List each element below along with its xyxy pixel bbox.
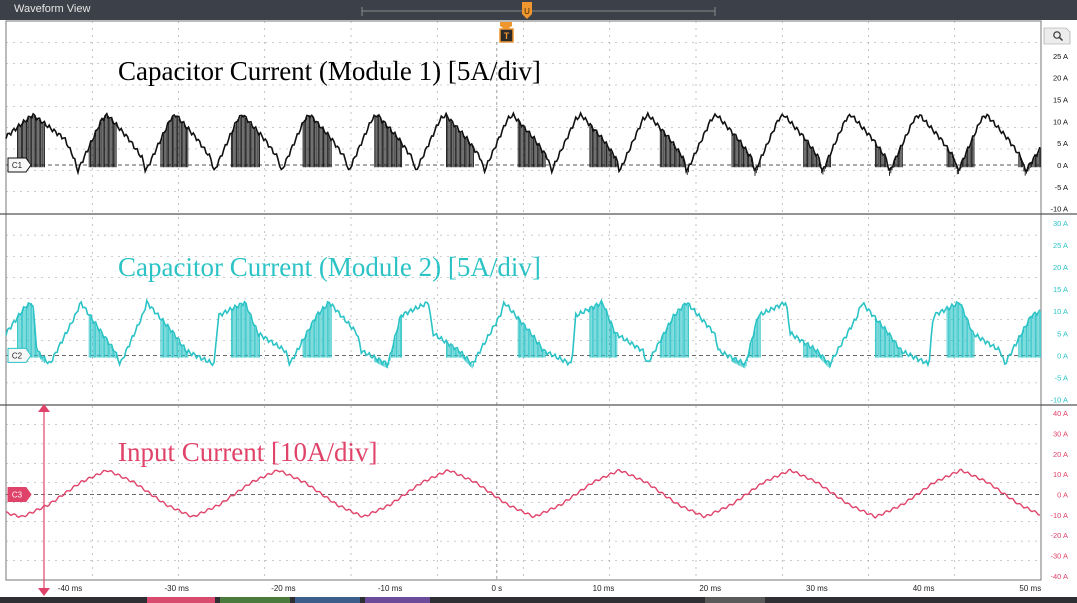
panel-c3: 40 A 30 A 20 A 10 A 0 A -10 A -20 A -30 A -40 A I… bbox=[0, 404, 1077, 581]
y-tick-label: -20 A bbox=[1050, 531, 1068, 540]
y-tick-label: -5 A bbox=[1055, 373, 1068, 382]
y-tick-label: 0 A bbox=[1057, 161, 1068, 170]
x-tick-label: -10 ms bbox=[378, 584, 402, 593]
y-tick-label: 30 A bbox=[1053, 429, 1068, 438]
window-title: Waveform View bbox=[14, 3, 91, 15]
y-tick-label: -10 A bbox=[1050, 396, 1068, 405]
x-tick-label: -30 ms bbox=[164, 584, 188, 593]
channel-badge-label: C3 bbox=[12, 491, 23, 500]
zoom-icon[interactable] bbox=[1043, 27, 1071, 45]
y-tick-label: 0 A bbox=[1057, 351, 1068, 360]
trigger-position-marker[interactable]: U bbox=[522, 2, 532, 19]
y-tick-label: 5 A bbox=[1057, 139, 1068, 148]
x-tick-label: 0 s bbox=[491, 584, 502, 593]
channel-badge-c1[interactable]: C1 bbox=[7, 157, 32, 173]
annotation-c2: Capacitor Current (Module 2) [5A/div] bbox=[118, 252, 541, 282]
trigger-time-marker[interactable]: T bbox=[499, 22, 514, 43]
x-tick-label: -40 ms bbox=[58, 584, 82, 593]
channel-badge-c2[interactable]: C2 bbox=[7, 347, 32, 363]
y-tick-label: 25 A bbox=[1053, 52, 1068, 61]
y-tick-label: -10 A bbox=[1050, 205, 1068, 214]
waveform-switching-c2 bbox=[17, 302, 1042, 369]
y-tick-label: 15 A bbox=[1053, 96, 1068, 105]
y-tick-label: 40 A bbox=[1053, 409, 1068, 418]
panel-c2: 30 A 25 A 20 A 15 A 10 A 5 A 0 A -5 A -10 A Capac… bbox=[0, 213, 1077, 405]
y-tick-label: 5 A bbox=[1057, 329, 1068, 338]
channel-badge-c3[interactable]: C3 bbox=[7, 487, 32, 503]
y-tick-label: 20 A bbox=[1053, 74, 1068, 83]
plot-frame bbox=[5, 20, 1042, 581]
channel-badge-label: C2 bbox=[12, 351, 23, 360]
trigger-marker-t: T bbox=[504, 31, 510, 41]
channel-badge-label: C1 bbox=[12, 161, 23, 170]
y-tick-label: 10 A bbox=[1053, 117, 1068, 126]
y-tick-label: 20 A bbox=[1053, 263, 1068, 272]
x-tick-label: -20 ms bbox=[271, 584, 295, 593]
y-tick-label: 20 A bbox=[1053, 450, 1068, 459]
y-tick-label: -5 A bbox=[1055, 183, 1068, 192]
x-tick-label: 30 ms bbox=[806, 584, 828, 593]
waveform-c2 bbox=[5, 298, 1041, 368]
x-tick-label: 10 ms bbox=[593, 584, 615, 593]
window-titlebar: Waveform View bbox=[0, 0, 1077, 20]
y-tick-label: 25 A bbox=[1053, 241, 1068, 250]
x-tick-label: 50 ms bbox=[1019, 584, 1041, 593]
y-tick-label: -10 A bbox=[1050, 511, 1068, 520]
y-tick-label: 0 A bbox=[1057, 491, 1068, 500]
bottom-status-strip bbox=[0, 597, 1077, 603]
vertical-cursor-arrow[interactable] bbox=[38, 404, 50, 596]
x-tick-label: 40 ms bbox=[913, 584, 935, 593]
y-tick-label: -30 A bbox=[1050, 552, 1068, 561]
annotation-c1: Capacitor Current (Module 1) [5A/div] bbox=[118, 56, 541, 86]
x-tick-label: 20 ms bbox=[699, 584, 721, 593]
y-tick-label: -40 A bbox=[1050, 572, 1068, 581]
trigger-marker-label: U bbox=[524, 7, 530, 16]
y-tick-label: 15 A bbox=[1053, 285, 1068, 294]
annotation-c3: Input Current [10A/div] bbox=[118, 437, 377, 467]
waveform-c1 bbox=[5, 110, 1041, 176]
y-tick-label: 10 A bbox=[1053, 307, 1068, 316]
timebase-overview-bar[interactable] bbox=[361, 7, 716, 16]
panel-c1: 30 A25 A20 A15 A10 A5 A0 A-5 A-10 ACapac… bbox=[5, 30, 1068, 214]
y-tick-label: 10 A bbox=[1053, 470, 1068, 479]
y-tick-label: 30 A bbox=[1053, 219, 1068, 228]
waveform-c3 bbox=[5, 468, 1040, 519]
